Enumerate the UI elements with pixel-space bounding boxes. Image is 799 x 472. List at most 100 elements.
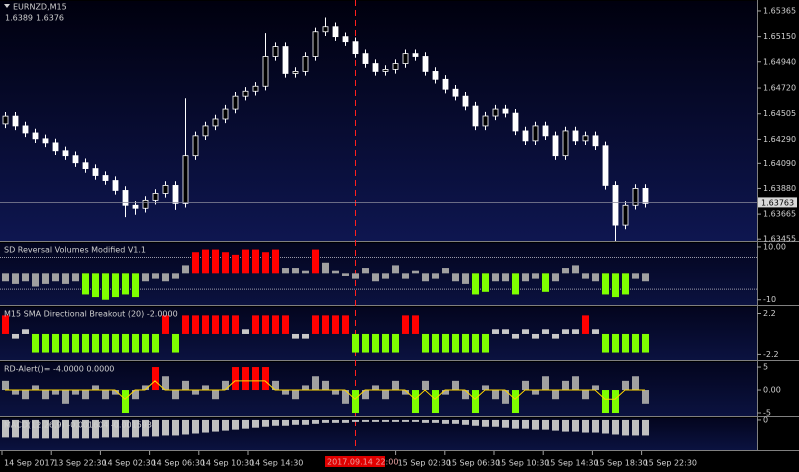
candle-body (432, 71, 439, 80)
panel-title: RD-Alert()= -4.0000 0.0000 (4, 365, 114, 374)
indicator-bar (502, 390, 509, 404)
candle-body (412, 53, 419, 57)
indicator-bar (152, 273, 159, 279)
candle-body (192, 135, 199, 157)
candle-body (552, 135, 559, 157)
indicator-bar (2, 273, 9, 282)
indicator-bar (122, 333, 129, 353)
indicator-bar (542, 329, 549, 334)
x-tick-label: 15 Sep 18:30 (594, 459, 647, 468)
candle-body (522, 130, 529, 142)
indicator-bar (462, 273, 469, 284)
indicator-bar (242, 419, 249, 429)
y-tick-label: 1.63665 (763, 210, 796, 219)
indicator-bar (232, 315, 239, 334)
indicator-bar (42, 390, 49, 400)
indicator-bar (602, 419, 609, 434)
indicator-bar (642, 419, 649, 436)
indicator-bar (52, 333, 59, 353)
indicator-bar (222, 252, 229, 274)
candle-body (502, 108, 509, 114)
indicator-bar (432, 390, 439, 414)
indicator-bar (402, 390, 409, 395)
y-tick-label: 1.64090 (763, 159, 796, 168)
indicator-bar (622, 419, 629, 436)
indicator-bar (182, 265, 189, 274)
indicator-bar (372, 385, 379, 391)
indicator-bar (442, 419, 449, 424)
indicator-bar (302, 419, 309, 425)
indicator-bar (332, 419, 339, 423)
candle-body (472, 105, 479, 127)
candle-body (102, 175, 109, 181)
indicator-bar (192, 419, 199, 434)
indicator-bar (452, 380, 459, 391)
candle-body (542, 125, 549, 137)
indicator-bar (572, 329, 579, 334)
y-tick-label: 2.2 (763, 309, 776, 318)
candle-body (642, 188, 649, 204)
indicator-bar (172, 273, 179, 279)
indicator-bar (32, 333, 39, 353)
indicator-bar (412, 270, 419, 274)
indicator-bar (402, 315, 409, 334)
candle-body (482, 115, 489, 127)
indicator-bar (632, 273, 639, 279)
indicator-bar (442, 268, 449, 274)
indicator-bar (642, 273, 649, 282)
y-tick-label: -2.2 (763, 350, 779, 359)
indicator-bar (632, 419, 639, 436)
ask-price: 1.6376 (36, 14, 64, 23)
indicator-bar (582, 315, 589, 334)
candle-body (72, 155, 79, 164)
candle-body (332, 26, 339, 38)
candle-body (452, 88, 459, 97)
y-tick-label: -5 (763, 409, 771, 418)
indicator-bar (302, 385, 309, 391)
indicator-bar (562, 419, 569, 432)
indicator-bar (102, 419, 109, 438)
candle-body (462, 95, 469, 107)
candle-body (582, 135, 589, 142)
candle-body (92, 168, 99, 176)
candle-body (222, 108, 229, 120)
indicator-bar (142, 419, 149, 437)
indicator-bar (452, 333, 459, 353)
indicator-bar (562, 329, 569, 334)
indicator-bar (262, 315, 269, 334)
candle-body (422, 56, 429, 72)
indicator-bar (322, 315, 329, 334)
indicator-bar (162, 376, 169, 391)
indicator-bar (212, 419, 219, 432)
indicator-bar (592, 385, 599, 391)
indicator-bar (402, 273, 409, 279)
indicator-bar (92, 385, 99, 391)
candle-body (242, 90, 249, 97)
indicator-bar (532, 390, 539, 395)
indicator-bar (482, 385, 489, 391)
indicator-bar (82, 273, 89, 295)
indicator-bar (272, 419, 279, 426)
indicator-bar (202, 385, 209, 391)
indicator-bar (402, 419, 409, 422)
indicator-bar (302, 333, 309, 339)
indicator-bar (62, 419, 69, 439)
indicator-bar (592, 419, 599, 433)
candle-body (172, 185, 179, 204)
x-tick-label: 13 Sep 22:30 (53, 459, 106, 468)
indicator-bar (512, 333, 519, 339)
x-tick-label: 15 Sep 06:30 (447, 459, 500, 468)
indicator-bar (12, 333, 19, 339)
y-tick-label: 0.00 (763, 386, 781, 395)
candle-body (622, 204, 629, 226)
indicator-bar (602, 333, 609, 353)
indicator-bar (162, 273, 169, 282)
candle-body (272, 46, 279, 57)
indicator-bar (192, 390, 199, 395)
menu-arrow[interactable] (4, 4, 10, 8)
indicator-bar (2, 315, 9, 334)
indicator-bar (262, 367, 269, 391)
indicator-bar (562, 268, 569, 274)
indicator-bar (462, 390, 469, 400)
indicator-bar (222, 419, 229, 431)
